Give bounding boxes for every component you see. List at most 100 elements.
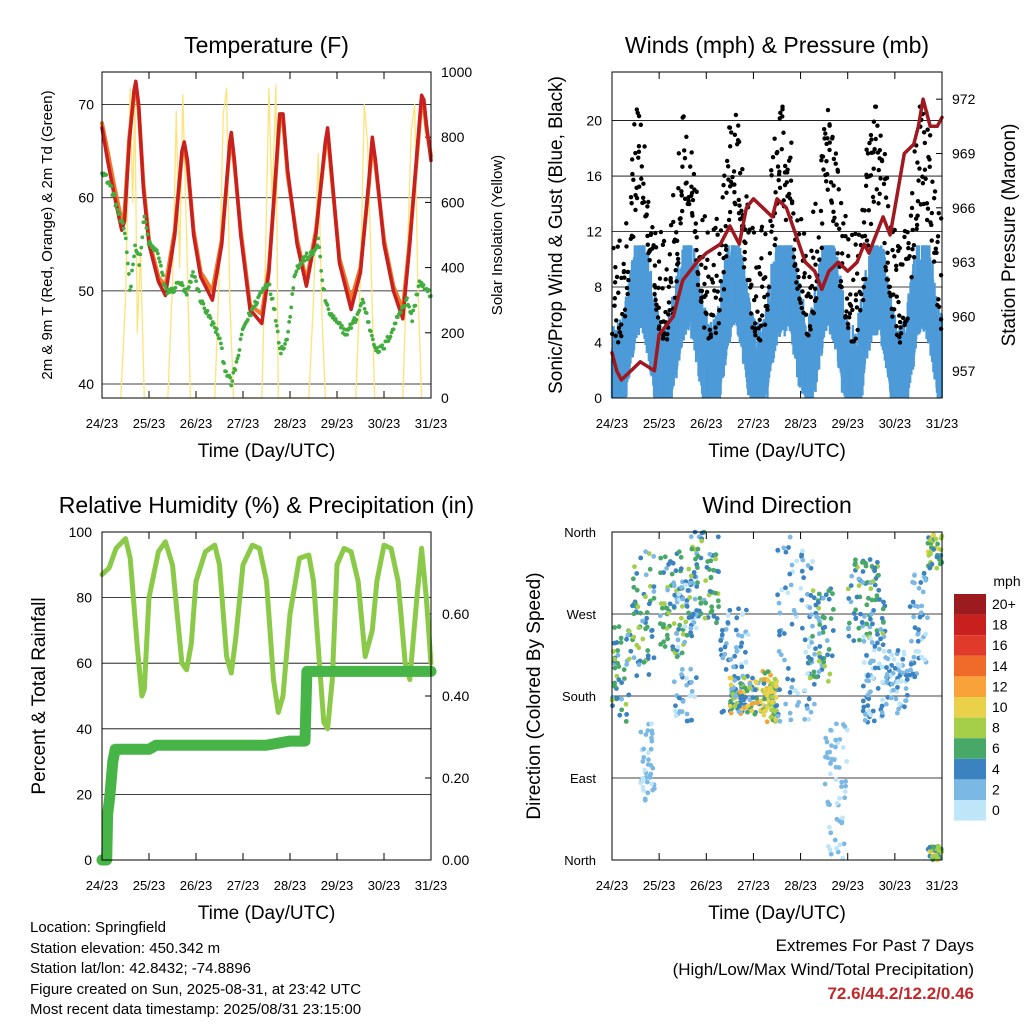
direction-point xyxy=(734,649,740,654)
dewpoint-point xyxy=(117,211,122,216)
gust-point xyxy=(818,208,824,214)
legend-label: 10 xyxy=(992,699,1008,715)
direction-point xyxy=(777,718,783,724)
direction-point xyxy=(794,558,800,564)
direction-point xyxy=(895,648,901,653)
direction-point xyxy=(670,644,676,650)
legend-swatch xyxy=(954,717,986,739)
dewpoint-point xyxy=(275,329,280,334)
direction-point xyxy=(676,549,682,555)
plot-frame xyxy=(101,71,432,399)
gust-point xyxy=(628,195,634,200)
dewpoint-point xyxy=(410,319,415,324)
gust-point xyxy=(756,264,762,270)
direction-point xyxy=(679,584,684,590)
gust-point xyxy=(936,304,942,310)
direction-point xyxy=(753,680,759,686)
gust-point xyxy=(613,264,618,270)
direction-point xyxy=(718,647,724,653)
direction-point xyxy=(808,656,814,662)
direction-point xyxy=(687,580,693,586)
gust-point xyxy=(914,226,919,232)
gust-point xyxy=(689,190,695,196)
direction-point xyxy=(643,549,649,555)
dewpoint-point xyxy=(291,286,296,290)
direction-point xyxy=(733,694,738,699)
gust-point xyxy=(759,228,764,233)
gust-point xyxy=(793,261,798,267)
direction-point xyxy=(662,644,668,649)
direction-point xyxy=(651,589,657,594)
gust-point xyxy=(612,280,618,285)
direction-point xyxy=(876,661,882,667)
gust-point xyxy=(854,305,860,310)
direction-point xyxy=(840,815,845,821)
direction-point xyxy=(880,630,886,636)
direction-point xyxy=(658,555,664,561)
gust-point xyxy=(639,164,645,169)
direction-point xyxy=(619,680,625,686)
direction-point xyxy=(618,640,624,645)
direction-point xyxy=(727,607,733,613)
gust-point xyxy=(770,155,776,160)
direction-point xyxy=(773,695,779,700)
direction-point xyxy=(769,694,775,700)
gust-point xyxy=(878,176,883,181)
direction-point xyxy=(913,649,919,654)
direction-point xyxy=(836,765,842,770)
gust-point xyxy=(922,167,928,172)
gust-point xyxy=(936,211,941,216)
direction-point xyxy=(787,710,793,716)
series-sonic-prop-wind xyxy=(610,245,943,398)
gust-point xyxy=(778,110,783,116)
gust-point xyxy=(853,292,859,297)
gust-point xyxy=(619,322,624,327)
direction-point xyxy=(626,628,632,634)
dewpoint-point xyxy=(142,214,147,219)
direction-point xyxy=(872,665,878,671)
gust-point xyxy=(694,189,699,194)
gust-point xyxy=(862,233,868,239)
direction-point xyxy=(772,676,778,682)
gust-point xyxy=(616,325,622,331)
x-tick-label: 30/23 xyxy=(879,416,912,431)
direction-point xyxy=(866,678,872,684)
direction-point xyxy=(683,619,689,625)
gust-point xyxy=(915,160,920,165)
dewpoint-point xyxy=(360,297,365,302)
gust-point xyxy=(843,213,848,219)
gust-point xyxy=(791,247,797,252)
gust-point xyxy=(725,164,731,169)
dewpoint-point xyxy=(214,327,219,331)
gust-point xyxy=(838,278,844,284)
direction-point xyxy=(775,592,781,598)
direction-point xyxy=(878,636,883,642)
gust-point xyxy=(914,222,920,228)
gust-point xyxy=(717,251,722,257)
direction-point xyxy=(846,620,852,626)
gust-point xyxy=(885,203,891,209)
dewpoint-point xyxy=(267,282,272,287)
direction-point xyxy=(659,605,665,611)
direction-point xyxy=(631,634,637,640)
gust-point xyxy=(831,209,836,215)
direction-point xyxy=(783,585,788,591)
panel-title: Temperature (F) xyxy=(184,32,349,58)
x-tick-label: 28/23 xyxy=(274,878,307,893)
direction-point xyxy=(672,592,678,598)
gust-point xyxy=(634,107,640,112)
gust-point xyxy=(832,215,837,220)
x-tick-label: 31/23 xyxy=(415,878,448,893)
direction-point xyxy=(774,708,779,714)
direction-point xyxy=(707,588,713,594)
x-tick-label: 26/23 xyxy=(690,416,723,431)
x-axis-label: Time (Day/UTC) xyxy=(198,441,336,462)
direction-point xyxy=(860,580,866,585)
direction-point xyxy=(868,616,873,622)
gust-point xyxy=(656,305,661,310)
dewpoint-point xyxy=(337,321,342,325)
gust-point xyxy=(636,144,642,149)
gust-point xyxy=(636,184,642,189)
legend-swatch xyxy=(954,758,986,780)
direction-point xyxy=(921,570,927,576)
